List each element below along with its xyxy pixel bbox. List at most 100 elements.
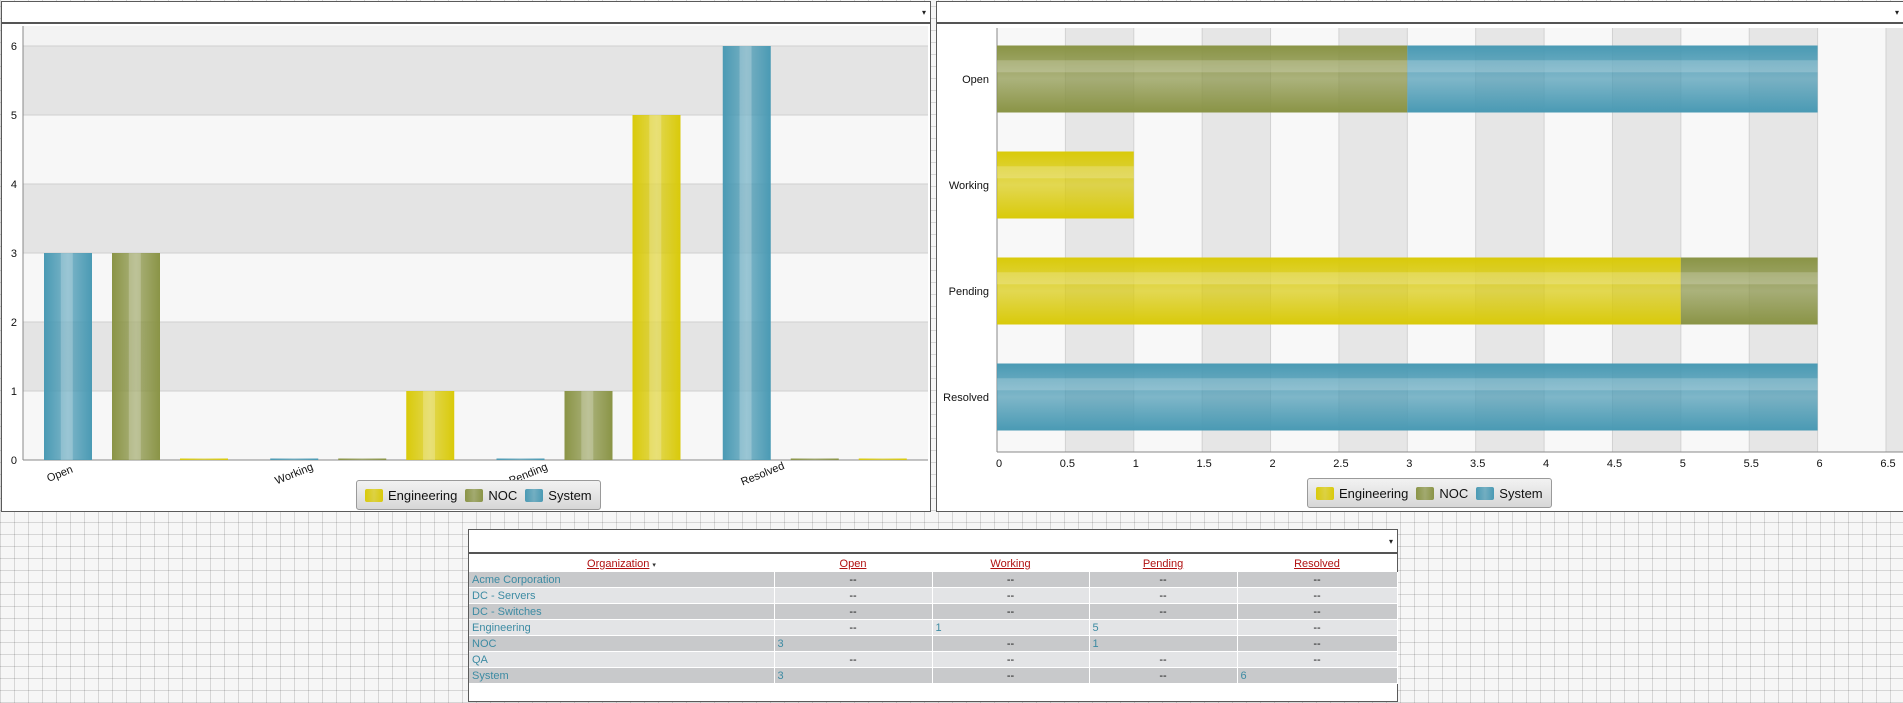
bar-noc-pending[interactable] — [1680, 257, 1818, 325]
legend-item-noc[interactable]: NOC — [1416, 486, 1468, 501]
bar-highlight — [649, 115, 662, 460]
x-tick-label: 5 — [1680, 458, 1686, 470]
bar-system-open[interactable] — [44, 253, 92, 460]
x-tick-label: 2.5 — [1333, 458, 1348, 470]
table-row: Engineering -- 1 5 -- — [469, 619, 1398, 636]
table-row: QA -- -- -- -- — [469, 651, 1398, 668]
bar-noc-open[interactable] — [997, 45, 1408, 113]
empty-cell-open: -- — [774, 572, 933, 588]
x-tick-label: 4 — [1543, 458, 1549, 470]
table-panel-header: ▾ — [469, 530, 1397, 554]
bar-noc-open[interactable] — [112, 253, 160, 460]
table-panel-menu-caret-icon[interactable]: ▾ — [1388, 537, 1393, 546]
x-tick-label: 5.5 — [1744, 458, 1759, 470]
bar-system-resolved[interactable] — [722, 46, 771, 460]
left-chart-legend: Engineering NOC System — [356, 480, 601, 510]
empty-cell-open: -- — [774, 619, 933, 636]
organization-link[interactable]: System — [469, 667, 775, 684]
empty-cell-pending: -- — [1089, 603, 1238, 620]
y-category-label: Open — [962, 74, 989, 86]
bar-engineering-open[interactable] — [180, 458, 228, 461]
legend-swatch — [465, 488, 484, 502]
organization-link[interactable]: Engineering — [469, 619, 775, 636]
bar-engineering-working[interactable] — [997, 151, 1134, 219]
y-tick-label: 6 — [11, 41, 17, 53]
column-header-open[interactable]: Open — [839, 558, 867, 570]
x-tick-label: 1 — [1133, 458, 1139, 470]
bar-highlight — [1407, 60, 1818, 73]
legend-swatch — [525, 488, 544, 502]
x-tick-label: 2 — [1269, 458, 1275, 470]
legend-label: System — [548, 487, 592, 503]
empty-cell-working: -- — [932, 651, 1090, 668]
bar-noc-working[interactable] — [338, 458, 387, 461]
bar-engineering-pending[interactable] — [632, 115, 681, 460]
left-chart-panel: ▾ 0 1 2 3 4 5 6 Open Working Pending Resolved Engi… — [1, 1, 931, 512]
right-panel-menu-caret-icon[interactable]: ▾ — [1894, 8, 1899, 17]
column-header-pending[interactable]: Pending — [1142, 558, 1184, 570]
organization-link[interactable]: DC - Servers — [469, 587, 775, 604]
x-category-label: Resolved — [739, 460, 786, 488]
organization-link[interactable]: NOC — [469, 635, 775, 652]
x-tick-label: 3.5 — [1470, 458, 1485, 470]
y-tick-label: 4 — [11, 179, 17, 191]
bar-noc-resolved[interactable] — [790, 458, 839, 461]
y-band — [23, 184, 928, 253]
y-tick-label: 2 — [11, 317, 17, 329]
x-band — [1817, 28, 1886, 452]
empty-cell-resolved: -- — [1237, 603, 1398, 620]
empty-cell-pending: -- — [1089, 667, 1238, 684]
organization-link[interactable]: DC - Switches — [469, 603, 775, 620]
y-category-label: Resolved — [943, 392, 989, 404]
x-tick-label: 0 — [996, 458, 1002, 470]
right-panel-header: ▾ — [937, 2, 1903, 24]
organization-link[interactable]: QA — [469, 651, 775, 668]
right-chart-legend: Engineering NOC System — [1307, 478, 1552, 508]
table-row: Acme Corporation -- -- -- -- — [469, 572, 1398, 588]
left-panel-menu-caret-icon[interactable]: ▾ — [921, 8, 926, 17]
bar-system-pending[interactable] — [496, 458, 545, 461]
organization-link[interactable]: Acme Corporation — [469, 572, 775, 588]
count-link-open[interactable]: 3 — [774, 635, 933, 652]
count-link-pending[interactable]: 5 — [1089, 619, 1238, 636]
x-tick-label: 6.5 — [1880, 458, 1895, 470]
bar-highlight — [128, 253, 141, 460]
empty-cell-pending: -- — [1089, 572, 1238, 588]
legend-item-system[interactable]: System — [525, 487, 592, 503]
sort-desc-icon[interactable]: ▾ — [652, 562, 656, 569]
empty-cell-pending: -- — [1089, 587, 1238, 604]
empty-cell-resolved: -- — [1237, 572, 1398, 588]
bar-system-resolved[interactable] — [997, 363, 1818, 431]
legend-item-system[interactable]: System — [1476, 486, 1543, 501]
x-band — [1886, 28, 1903, 452]
empty-cell-pending: -- — [1089, 651, 1238, 668]
empty-cell-open: -- — [774, 603, 933, 620]
bar-system-open[interactable] — [1407, 45, 1818, 113]
empty-cell-resolved: -- — [1237, 587, 1398, 604]
count-link-resolved[interactable]: 6 — [1237, 667, 1398, 684]
table-row: NOC 3 -- 1 -- — [469, 635, 1398, 652]
x-tick-label: 4.5 — [1607, 458, 1622, 470]
table-row: DC - Servers -- -- -- -- — [469, 587, 1398, 604]
table-row: DC - Switches -- -- -- -- — [469, 603, 1398, 620]
column-header-organization[interactable]: Organization ▾ — [587, 558, 656, 570]
bar-system-working[interactable] — [270, 458, 319, 461]
bar-engineering-resolved[interactable] — [858, 458, 907, 461]
legend-item-noc[interactable]: NOC — [465, 488, 517, 503]
count-link-working[interactable]: 1 — [932, 619, 1090, 636]
count-link-open[interactable]: 3 — [774, 667, 933, 684]
empty-cell-resolved: -- — [1237, 635, 1398, 652]
empty-cell-working: -- — [932, 572, 1090, 588]
empty-cell-working: -- — [932, 603, 1090, 620]
bar-engineering-working[interactable] — [406, 391, 455, 460]
bar-highlight — [997, 60, 1408, 73]
empty-cell-working: -- — [932, 667, 1090, 684]
bar-noc-pending[interactable] — [564, 391, 613, 460]
column-header-working[interactable]: Working — [990, 558, 1031, 570]
y-band — [23, 322, 928, 391]
count-link-pending[interactable]: 1 — [1089, 635, 1238, 652]
legend-item-engineering[interactable]: Engineering — [1316, 486, 1408, 501]
bar-engineering-pending[interactable] — [997, 257, 1681, 325]
legend-item-engineering[interactable]: Engineering — [365, 488, 457, 503]
column-header-resolved[interactable]: Resolved — [1294, 558, 1340, 570]
